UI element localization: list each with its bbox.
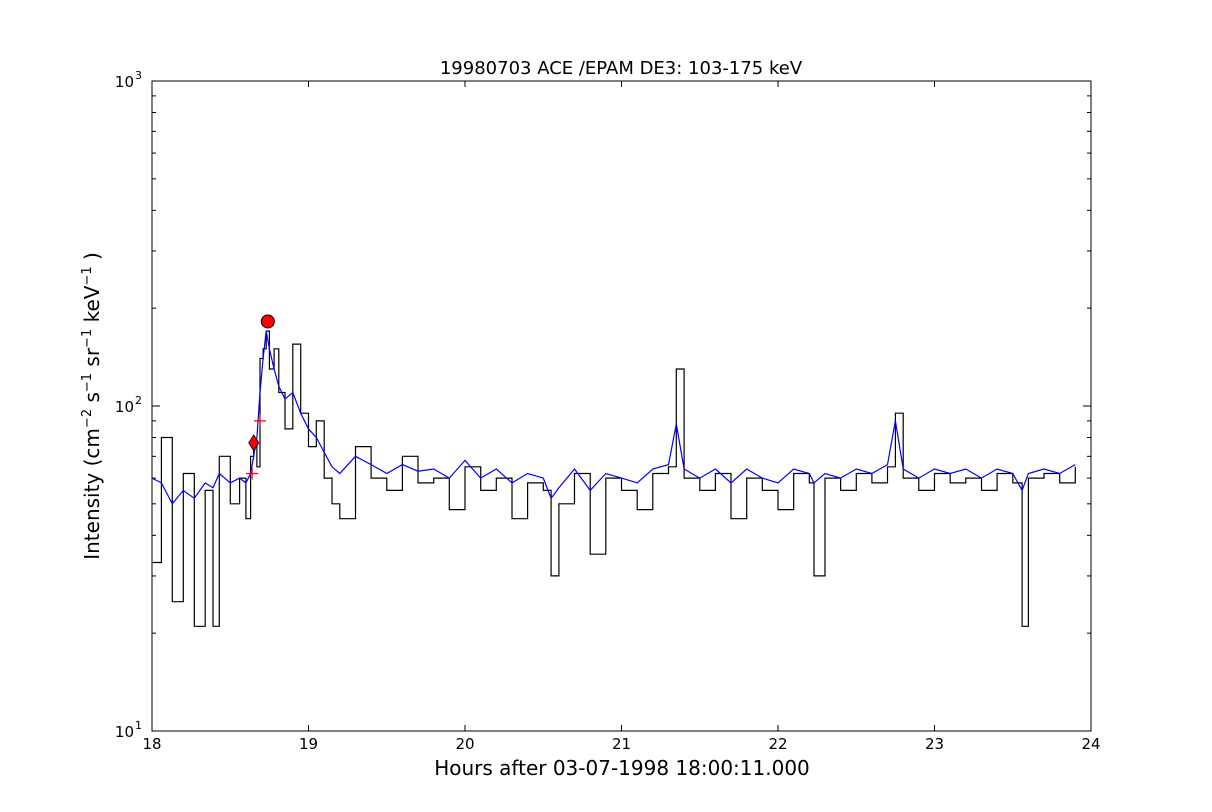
- y-label-exp-3: −1: [80, 329, 95, 348]
- y-tick-exponent-0: 1: [135, 719, 142, 732]
- series-raw-line: [152, 330, 1076, 627]
- y-label-prefix: Intensity (cm: [80, 428, 104, 560]
- y-label-s: s: [80, 392, 104, 409]
- marker-plus-2: [253, 414, 266, 427]
- marker-layer: [246, 314, 275, 480]
- axes-frame: [151, 80, 1092, 732]
- x-axis-label: Hours after 03-07-1998 18:00:11.000: [434, 756, 810, 780]
- y-tick-label-2: 10: [115, 73, 134, 91]
- x-tick-label-3: 21: [612, 735, 631, 753]
- x-tick-label-1: 19: [299, 735, 318, 753]
- chart-title: 19980703 ACE /EPAM DE3: 103-175 keV: [440, 58, 803, 79]
- x-tick-label-0: 18: [142, 735, 161, 753]
- marker-circle-0: [260, 314, 275, 329]
- x-tick-label-6: 24: [1081, 735, 1100, 753]
- y-label-suffix: ): [80, 252, 104, 266]
- marker-plus-3: [246, 467, 259, 480]
- y-label-exp-2: −1: [80, 373, 95, 392]
- y-label-exp-1: −2: [80, 409, 95, 428]
- y-tick-exponent-1: 2: [135, 394, 142, 407]
- series-smoothed-line: [151, 330, 1076, 505]
- y-tick-label-1: 10: [115, 398, 134, 416]
- x-tick-label-5: 23: [925, 735, 944, 753]
- marker-diamond-1: [248, 434, 260, 452]
- series-layer: [151, 330, 1076, 627]
- y-tick-label-0: 10: [115, 723, 134, 741]
- y-tick-exponent-2: 3: [135, 69, 142, 82]
- x-tick-label-2: 20: [455, 735, 474, 753]
- y-axis-label: Intensity (cm−2 s−1 sr−1 keV−1 ): [80, 252, 104, 560]
- x-tick-label-4: 22: [768, 735, 787, 753]
- y-label-sr: sr: [80, 347, 104, 373]
- y-label-exp-4: −1: [80, 266, 95, 285]
- y-label-kev: keV: [80, 285, 104, 329]
